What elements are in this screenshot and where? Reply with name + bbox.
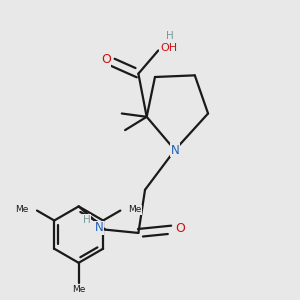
Text: H: H [82,215,90,225]
Text: N: N [170,143,179,157]
Text: H: H [166,31,174,40]
Text: O: O [101,53,111,66]
Text: Me: Me [15,205,29,214]
Text: N: N [95,221,103,235]
Text: Me: Me [129,205,142,214]
Text: Me: Me [72,285,86,294]
Text: OH: OH [160,43,177,53]
Text: O: O [175,223,185,236]
